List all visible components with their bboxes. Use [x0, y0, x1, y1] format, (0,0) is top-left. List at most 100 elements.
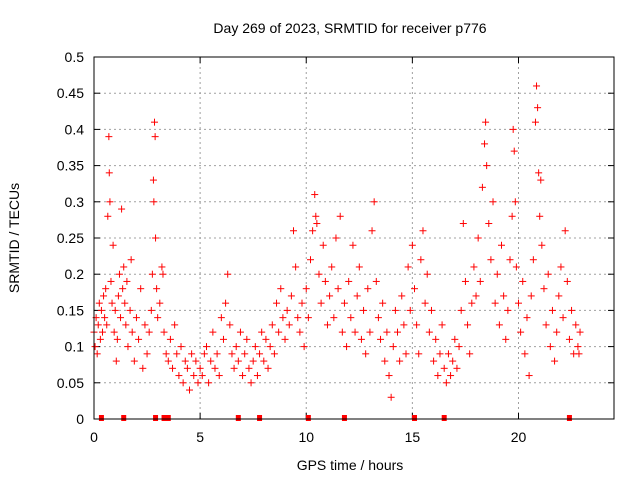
- data-point: [147, 306, 155, 314]
- data-point: [523, 314, 531, 322]
- data-point: [436, 350, 444, 358]
- data-point: [394, 328, 402, 336]
- data-point: [504, 306, 512, 314]
- data-point: [400, 321, 408, 329]
- data-point: [349, 241, 357, 249]
- data-point: [509, 125, 517, 133]
- data-point: [110, 328, 118, 336]
- y-tick-label: 0.2: [65, 266, 85, 282]
- data-point: [537, 176, 545, 184]
- data-point: [205, 379, 213, 387]
- data-point: [162, 350, 170, 358]
- data-point: [98, 328, 106, 336]
- data-point: [188, 350, 196, 358]
- data-point: [372, 277, 380, 285]
- data-point: [268, 321, 276, 329]
- data-point: [389, 343, 397, 351]
- data-point: [149, 176, 157, 184]
- x-axis-title: GPS time / hours: [297, 457, 404, 473]
- data-point: [145, 328, 153, 336]
- data-point: [290, 227, 298, 235]
- data-point: [171, 321, 179, 329]
- data-point: [228, 350, 236, 358]
- data-point: [166, 335, 174, 343]
- zero-point: [341, 415, 347, 421]
- data-point: [317, 299, 325, 307]
- data-point: [118, 205, 126, 213]
- data-point: [402, 350, 410, 358]
- data-point: [249, 357, 257, 365]
- data-point: [572, 321, 580, 329]
- data-point: [345, 277, 353, 285]
- y-axis-title: SRMTID / TECUs: [6, 183, 22, 293]
- zero-point: [153, 415, 159, 421]
- data-point: [107, 277, 115, 285]
- data-point: [277, 285, 285, 293]
- data-point: [127, 256, 135, 264]
- data-point: [217, 314, 225, 322]
- data-point: [500, 292, 508, 300]
- data-point: [544, 270, 552, 278]
- data-point: [385, 372, 393, 380]
- data-point: [478, 183, 486, 191]
- data-point: [247, 379, 255, 387]
- zero-point: [161, 415, 167, 421]
- data-point: [173, 350, 181, 358]
- data-point: [234, 357, 242, 365]
- data-point: [343, 343, 351, 351]
- data-point: [219, 335, 227, 343]
- data-point: [451, 335, 459, 343]
- data-point: [381, 357, 389, 365]
- data-point: [160, 328, 168, 336]
- data-point: [470, 263, 478, 271]
- data-point: [177, 343, 185, 351]
- data-point: [483, 162, 491, 170]
- data-point: [338, 328, 346, 336]
- data-point: [565, 335, 573, 343]
- data-point: [379, 299, 387, 307]
- zero-point: [257, 415, 263, 421]
- data-point: [264, 364, 272, 372]
- data-point: [540, 285, 548, 293]
- data-point: [150, 198, 158, 206]
- data-point: [440, 364, 448, 372]
- data-point: [383, 328, 391, 336]
- x-tick-label: 20: [511, 429, 527, 445]
- data-point: [152, 234, 160, 242]
- data-point: [421, 299, 429, 307]
- data-point: [262, 335, 270, 343]
- data-point: [514, 299, 522, 307]
- data-point: [143, 350, 151, 358]
- data-point: [319, 241, 327, 249]
- data-point: [198, 372, 206, 380]
- data-point: [387, 393, 395, 401]
- data-point: [561, 227, 569, 235]
- data-point: [253, 372, 261, 380]
- data-point: [340, 299, 348, 307]
- plot-frame: [93, 56, 615, 420]
- data-point: [563, 277, 571, 285]
- data-point: [94, 321, 102, 329]
- data-point: [266, 343, 274, 351]
- data-point: [124, 343, 132, 351]
- data-point: [360, 306, 368, 314]
- data-point: [113, 335, 121, 343]
- data-point: [239, 372, 247, 380]
- data-point: [493, 270, 501, 278]
- chart-title: Day 269 of 2023, SRMTID for receiver p77…: [213, 20, 486, 36]
- data-point: [553, 328, 561, 336]
- data-point: [230, 364, 238, 372]
- data-point: [102, 285, 110, 293]
- data-point: [108, 299, 116, 307]
- data-point: [495, 321, 503, 329]
- data-point: [273, 299, 281, 307]
- data-point: [251, 343, 259, 351]
- data-point: [542, 321, 550, 329]
- data-point: [104, 212, 112, 220]
- data-point: [434, 372, 442, 380]
- data-point: [323, 321, 331, 329]
- data-point: [521, 350, 529, 358]
- data-point: [169, 364, 177, 372]
